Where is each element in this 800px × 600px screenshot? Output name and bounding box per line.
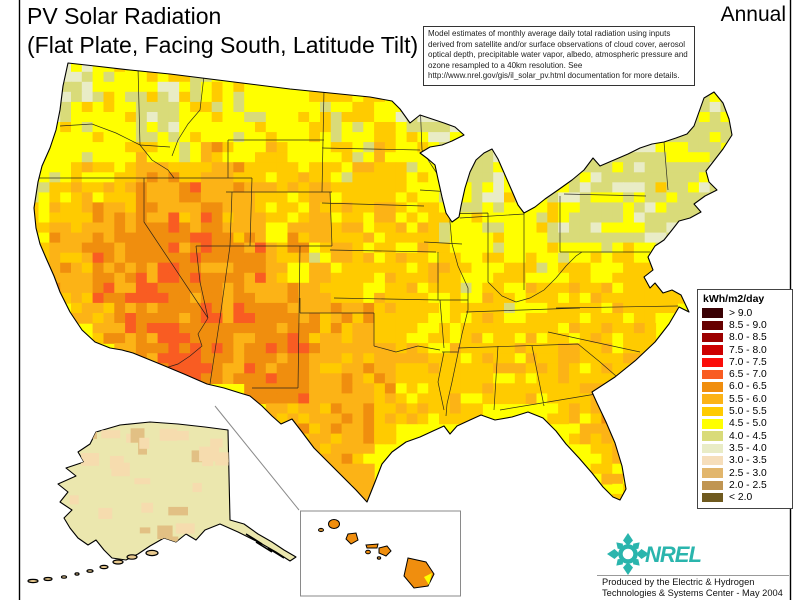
legend-swatch: [702, 419, 723, 429]
page-title: PV Solar Radiation (Flat Plate, Facing S…: [27, 2, 418, 59]
island-hawaii-big: [403, 557, 435, 589]
legend-row: 3.0 - 3.5: [702, 455, 792, 467]
nrel-logo-text: NREL: [645, 542, 701, 567]
island-niihau: [318, 527, 324, 533]
legend-swatch: [702, 382, 723, 392]
legend-row: 5.0 - 5.5: [702, 405, 792, 417]
legend-row: 8.0 - 8.5: [702, 332, 792, 344]
model-note-text: Model estimates of monthly average daily…: [428, 29, 688, 81]
legend-swatch: [702, 455, 723, 466]
legend-label: 8.0 - 8.5: [729, 332, 767, 344]
model-note-box: Model estimates of monthly average daily…: [423, 26, 695, 86]
legend-row: < 2.0: [702, 491, 792, 503]
legend-swatch: [702, 308, 723, 318]
island-molokai: [365, 543, 379, 549]
legend-row: > 9.0: [702, 307, 792, 319]
hawaii-inset: [318, 519, 435, 589]
page-title-line2: (Flat Plate, Facing South, Latitude Tilt…: [27, 31, 419, 58]
legend-rows: > 9.0 8.5 - 9.0 8.0 - 8.5 7.5 - 8.0 7.0 - 7.…: [702, 307, 792, 504]
period-label: Annual: [720, 3, 786, 26]
legend-label: 5.5 - 6.0: [729, 393, 767, 405]
legend-row: 6.5 - 7.0: [702, 368, 792, 380]
legend-label: 4.0 - 4.5: [729, 430, 767, 442]
island-kauai: [328, 519, 340, 529]
legend-label: 8.5 - 9.0: [729, 319, 767, 331]
island-oahu: [345, 532, 359, 545]
island-maui: [378, 545, 392, 557]
legend-swatch: [702, 406, 723, 417]
legend-swatch: [702, 443, 723, 454]
legend-label: 6.5 - 7.0: [729, 369, 767, 381]
nrel-sunburst-icon: NREL: [607, 533, 702, 575]
legend-label: > 9.0: [729, 307, 753, 319]
legend-label: 2.5 - 3.0: [729, 467, 767, 479]
alaska-panhandle-islands: [245, 533, 285, 559]
page-title-line1: PV Solar Radiation: [27, 3, 222, 29]
legend-swatch: [702, 357, 723, 368]
state-boundaries: [36, 67, 679, 417]
alaska-radiation-patches: [69, 428, 239, 561]
legend-label: 7.5 - 8.0: [729, 344, 767, 356]
legend-row: 4.0 - 4.5: [702, 430, 792, 442]
hawaii-inset-box: [300, 510, 461, 597]
legend-swatch: [702, 345, 723, 355]
island-lanai: [365, 549, 371, 555]
legend-label: 5.0 - 5.5: [729, 406, 767, 418]
legend-label: 7.0 - 7.5: [729, 356, 767, 368]
legend-title: kWh/m2/day: [703, 293, 765, 305]
legend-row: 3.5 - 4.0: [702, 442, 792, 454]
produced-by: Produced by the Electric & Hydrogen Tech…: [602, 577, 783, 599]
legend-swatch: [702, 332, 723, 343]
footer-divider: [597, 575, 789, 576]
legend-swatch: [702, 492, 723, 503]
legend-row: 5.5 - 6.0: [702, 393, 792, 405]
legend-label: < 2.0: [729, 492, 753, 504]
legend-swatch: [702, 394, 723, 404]
legend-swatch: [702, 431, 723, 441]
alaska-inset: [27, 421, 297, 584]
conus-outline: [33, 62, 733, 503]
legend-row: 2.5 - 3.0: [702, 467, 792, 479]
legend-row: 7.0 - 7.5: [702, 356, 792, 368]
island-hawaii-yellow-patch: [424, 573, 432, 585]
legend-label: 6.0 - 6.5: [729, 381, 767, 393]
legend-row: 7.5 - 8.0: [702, 344, 792, 356]
legend-label: 2.0 - 2.5: [729, 479, 767, 491]
legend-swatch: [702, 468, 723, 478]
aleutian-islands: [27, 549, 159, 584]
legend-row: 8.5 - 9.0: [702, 319, 792, 331]
legend-row: 4.5 - 5.0: [702, 418, 792, 430]
inset-divider-line: [214, 405, 300, 511]
legend-label: 3.0 - 3.5: [729, 455, 767, 467]
legend-swatch: [702, 480, 723, 491]
legend-swatch: [702, 320, 723, 331]
island-kahoolawe: [376, 556, 382, 560]
legend-row: 6.0 - 6.5: [702, 381, 792, 393]
legend-label: 4.5 - 5.0: [729, 418, 767, 430]
legend-label: 3.5 - 4.0: [729, 442, 767, 454]
produced-line2: Technologies & Systems Center - May 2004: [602, 588, 783, 599]
legend-box: kWh/m2/day > 9.0 8.5 - 9.0 8.0 - 8.5 7.5 - …: [697, 289, 793, 509]
nrel-logo: NREL: [607, 533, 702, 575]
legend-swatch: [702, 369, 723, 380]
produced-line1: Produced by the Electric & Hydrogen: [602, 577, 755, 587]
legend-row: 2.0 - 2.5: [702, 479, 792, 491]
